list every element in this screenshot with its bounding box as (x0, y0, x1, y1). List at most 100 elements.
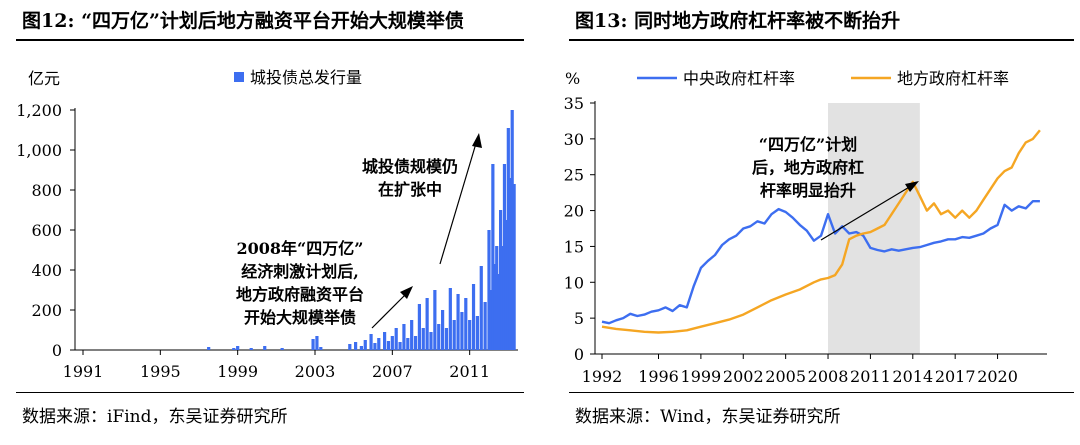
bar (363, 340, 367, 350)
x-tick-label: 2007 (372, 362, 413, 381)
title-divider (569, 39, 1074, 41)
source-divider (569, 392, 1074, 393)
bar (493, 264, 497, 350)
title-divider (16, 39, 524, 41)
bar (359, 346, 363, 350)
legend-swatch (234, 72, 244, 82)
y-tick-label: 400 (31, 261, 62, 280)
bar (398, 342, 402, 350)
y-tick-label: 25 (564, 166, 584, 185)
bar (319, 347, 323, 350)
x-tick-label: 2014 (892, 367, 933, 386)
x-tick-label: 2003 (295, 362, 336, 381)
x-tick-label: 1999 (681, 367, 722, 386)
bar (315, 336, 319, 350)
annotation-text: 杆率明显抬升 (760, 181, 856, 200)
x-tick-label: 2011 (850, 367, 891, 386)
bar (487, 230, 491, 350)
bar (508, 178, 512, 350)
y-tick-label: 200 (31, 301, 62, 320)
annotation-arrow (439, 139, 478, 265)
bar (263, 346, 267, 350)
bar (452, 320, 456, 350)
y-tick-label: 20 (564, 202, 584, 221)
y-tick-label: 1,200 (16, 101, 62, 120)
x-tick-label: 2017 (935, 367, 976, 386)
bar (448, 288, 452, 350)
bar (475, 316, 479, 350)
bar (456, 294, 460, 350)
bar (441, 310, 445, 350)
bar (413, 336, 418, 350)
annotation-text: “四万亿”计划 (759, 135, 857, 154)
bar (510, 110, 514, 350)
bar (402, 324, 406, 350)
x-tick-label: 1996 (638, 367, 679, 386)
bar (421, 328, 425, 350)
bar (444, 328, 449, 350)
bar (489, 290, 493, 350)
y-tick-label: 30 (564, 130, 584, 149)
annotation-text: 地方政府融资平台 (236, 285, 364, 304)
panel-city-bond-chart: 图12: “四万亿”计划后地方融资平台开始大规模举债 亿元 城投债总发行量 0 200… (0, 0, 530, 445)
source-note: 数据来源：Wind，东吴证券研究所 (575, 407, 841, 427)
annotation-text: 后，地方政府杠 (752, 158, 864, 177)
annotation-text: 在扩张中 (378, 180, 442, 199)
bar (425, 298, 429, 350)
panel-leverage-chart: 图13: 同时地方政府杠杆率被不断抬升 % 0 5 10 15 20 25 30 35 1992 1… (553, 0, 1080, 445)
bar (468, 320, 472, 350)
bar (406, 338, 410, 350)
y-tick-label: 10 (564, 273, 584, 292)
bar (460, 312, 464, 350)
x-tick-label: 2002 (723, 367, 764, 386)
y-tick-label: 800 (31, 181, 62, 200)
bar (464, 298, 468, 350)
bar (354, 342, 358, 350)
bar (383, 332, 387, 350)
legend-label: 城投债总发行量 (250, 68, 362, 87)
legend-label: 中央政府杠杆率 (683, 69, 795, 88)
bar (491, 164, 495, 350)
bar-chart: 亿元 城投债总发行量 0 200 400 600 800 1,000 1,200 1991 1995… (16, 68, 518, 381)
y-tick-label: 0 (52, 341, 62, 360)
x-tick-label: 1995 (140, 362, 181, 381)
bar (417, 304, 421, 350)
bar (311, 339, 315, 350)
bar (479, 266, 483, 350)
x-tick-label: 2011 (449, 362, 490, 381)
chart-title: 图12: “四万亿”计划后地方融资平台开始大规模举债 (22, 10, 464, 32)
series-line-0 (601, 199, 1040, 325)
arrow-head (472, 133, 482, 148)
annotation-text: 经济刺激计划后, (241, 262, 359, 281)
annotation-text: 2008年“四万亿” (237, 239, 364, 258)
y-tick-label: 15 (564, 237, 584, 256)
annotation-text: 开始大规模举债 (244, 308, 356, 327)
y-axis-unit: % (565, 69, 580, 88)
y-tick-label: 35 (564, 94, 584, 113)
bar (280, 348, 284, 350)
x-tick-label: 2005 (765, 367, 806, 386)
bar (236, 346, 240, 350)
x-tick-label: 2008 (808, 367, 849, 386)
bar (504, 220, 508, 350)
bar (495, 246, 499, 350)
x-tick-label: 2020 (977, 367, 1018, 386)
bar (410, 320, 414, 350)
bar (471, 284, 476, 350)
source-divider (16, 392, 524, 393)
bar (437, 324, 441, 350)
x-tick-label: 1991 (63, 362, 104, 381)
bar (377, 338, 381, 350)
bar (483, 302, 487, 350)
x-tick-label: 1999 (217, 362, 258, 381)
y-tick-label: 600 (31, 221, 62, 240)
bar (433, 290, 437, 350)
y-tick-label: 0 (574, 345, 584, 364)
legend-label: 地方政府杠杆率 (897, 69, 1009, 88)
chart-title: 图13: 同时地方政府杠杆率被不断抬升 (575, 10, 901, 32)
bar (249, 348, 253, 350)
bar (512, 184, 516, 350)
arrow-head (400, 286, 413, 299)
arrow-head (905, 181, 919, 192)
